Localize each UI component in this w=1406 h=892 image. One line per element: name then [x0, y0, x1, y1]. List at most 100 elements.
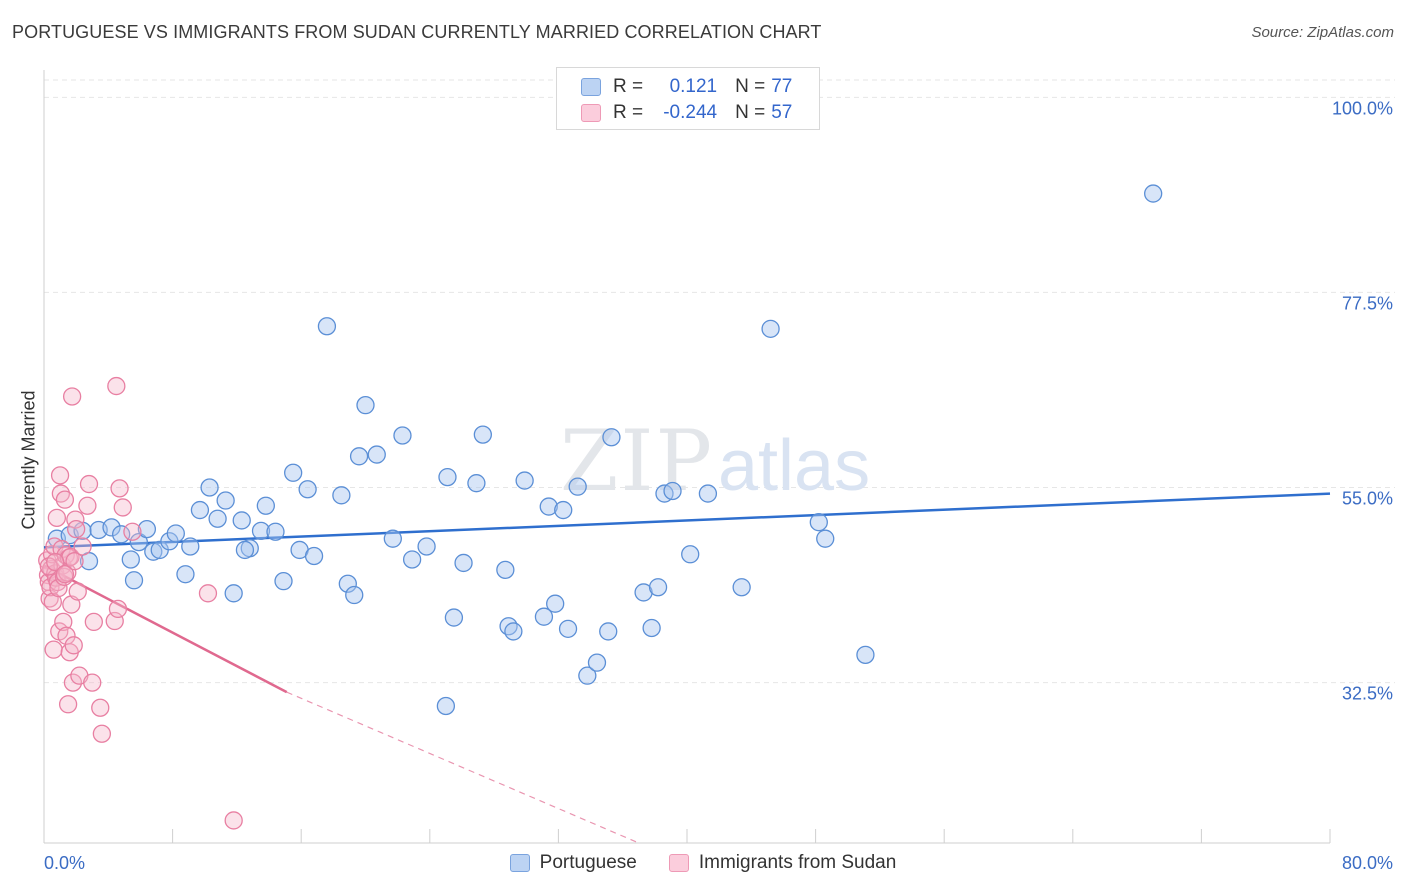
point-portuguese [356, 395, 375, 415]
point-sudan [78, 496, 97, 515]
point-portuguese [578, 666, 597, 685]
point-sudan [67, 519, 86, 539]
point-sudan [44, 640, 63, 659]
point-portuguese [349, 447, 369, 466]
point-portuguese [732, 578, 751, 597]
watermark-zip: ZIP [560, 412, 714, 510]
point-sudan [63, 673, 83, 692]
point-portuguese [454, 553, 473, 573]
n-value: 77 [771, 76, 793, 97]
r-value: 0.121 [669, 76, 718, 97]
point-portuguese [383, 529, 402, 548]
point-portuguese [496, 560, 515, 580]
point-portuguese [663, 481, 682, 501]
legend-swatch-blue [581, 78, 601, 96]
point-portuguese [129, 532, 148, 552]
n-label: N = [735, 102, 766, 123]
point-portuguese [200, 478, 219, 497]
r-label: R = [613, 102, 644, 123]
n-label: N = [735, 76, 766, 97]
stats-row-sudan: R = -0.244 N = 57 [581, 100, 792, 126]
point-portuguese [102, 518, 121, 537]
legend-item-portuguese[interactable]: Portuguese [509, 852, 637, 874]
point-portuguese [112, 525, 131, 544]
legend-swatch-pink [581, 104, 601, 122]
point-portuguese [274, 572, 293, 591]
point-portuguese [345, 585, 364, 605]
point-sudan [79, 474, 99, 494]
y-axis-label: Currently Married [18, 390, 39, 530]
point-portuguese [599, 622, 618, 641]
point-portuguese [284, 463, 303, 482]
point-sudan [65, 552, 84, 571]
x-tick-label: 80.0% [1342, 853, 1393, 873]
point-portuguese [856, 645, 875, 665]
point-portuguese [648, 578, 668, 597]
point-portuguese [144, 542, 163, 561]
stats-row-portuguese: R = 0.121 N = 77 [581, 74, 792, 100]
point-portuguese [587, 653, 607, 672]
r-value: -0.244 [663, 102, 718, 123]
point-portuguese [568, 477, 587, 496]
point-portuguese [208, 509, 227, 528]
point-portuguese [761, 319, 780, 338]
point-portuguese [256, 496, 275, 515]
point-sudan [110, 479, 129, 498]
source-label: Source: ZipAtlas.com [1251, 24, 1394, 41]
watermark-atlas: atlas [718, 426, 870, 506]
point-sudan [108, 599, 128, 619]
point-portuguese [181, 537, 200, 556]
r-label: R = [613, 76, 644, 97]
point-portuguese [681, 545, 700, 564]
series-portuguese [47, 184, 1163, 716]
point-portuguese [1144, 184, 1163, 203]
stats-legend: R = 0.121 N = 77 R = -0.244 N = 57 [556, 67, 820, 130]
point-portuguese [602, 428, 621, 447]
point-sudan [66, 510, 85, 529]
point-portuguese [816, 529, 835, 548]
point-sudan [55, 565, 75, 584]
point-portuguese [558, 619, 578, 638]
point-portuguese [251, 521, 271, 541]
legend-swatch-blue [509, 854, 530, 872]
point-portuguese [266, 522, 285, 541]
trend-line-sudan-extrapolated [286, 691, 640, 844]
point-portuguese [467, 474, 486, 493]
point-portuguese [436, 696, 456, 716]
point-sudan [224, 811, 243, 830]
point-portuguese [698, 484, 718, 503]
point-sudan [73, 537, 92, 556]
point-sudan [58, 695, 78, 714]
point-sudan [62, 387, 82, 406]
point-portuguese [232, 511, 251, 530]
point-portuguese [224, 584, 243, 603]
point-portuguese [176, 565, 195, 584]
point-portuguese [393, 426, 412, 445]
legend-item-immigrants-from-sudan[interactable]: Immigrants from Sudan [668, 852, 896, 874]
y-tick-label: 55.0% [1342, 489, 1393, 509]
point-portuguese [515, 471, 534, 490]
point-portuguese [166, 524, 185, 543]
point-portuguese [298, 480, 317, 499]
point-portuguese [332, 486, 351, 505]
point-portuguese [304, 546, 324, 566]
point-sudan [64, 636, 83, 655]
point-portuguese [235, 540, 255, 560]
point-portuguese [539, 497, 558, 516]
point-portuguese [317, 317, 337, 336]
chart-title: PORTUGUESE VS IMMIGRANTS FROM SUDAN CURR… [12, 22, 822, 42]
point-sudan [47, 508, 67, 528]
n-value: 57 [771, 102, 793, 123]
point-portuguese [121, 550, 140, 569]
tick-labels: 32.5% 55.0% 77.5% 100.0% 0.0% 80.0% [44, 98, 1393, 873]
series-legend: Portuguese Immigrants from Sudan [0, 852, 1406, 874]
grid-lines [44, 79, 1395, 684]
point-sudan [83, 673, 102, 692]
point-portuguese [444, 608, 464, 627]
point-portuguese [809, 513, 828, 532]
point-sudan [43, 592, 62, 612]
point-portuguese [73, 521, 92, 541]
legend-swatch-pink [668, 854, 689, 872]
y-tick-label: 32.5% [1342, 684, 1393, 704]
